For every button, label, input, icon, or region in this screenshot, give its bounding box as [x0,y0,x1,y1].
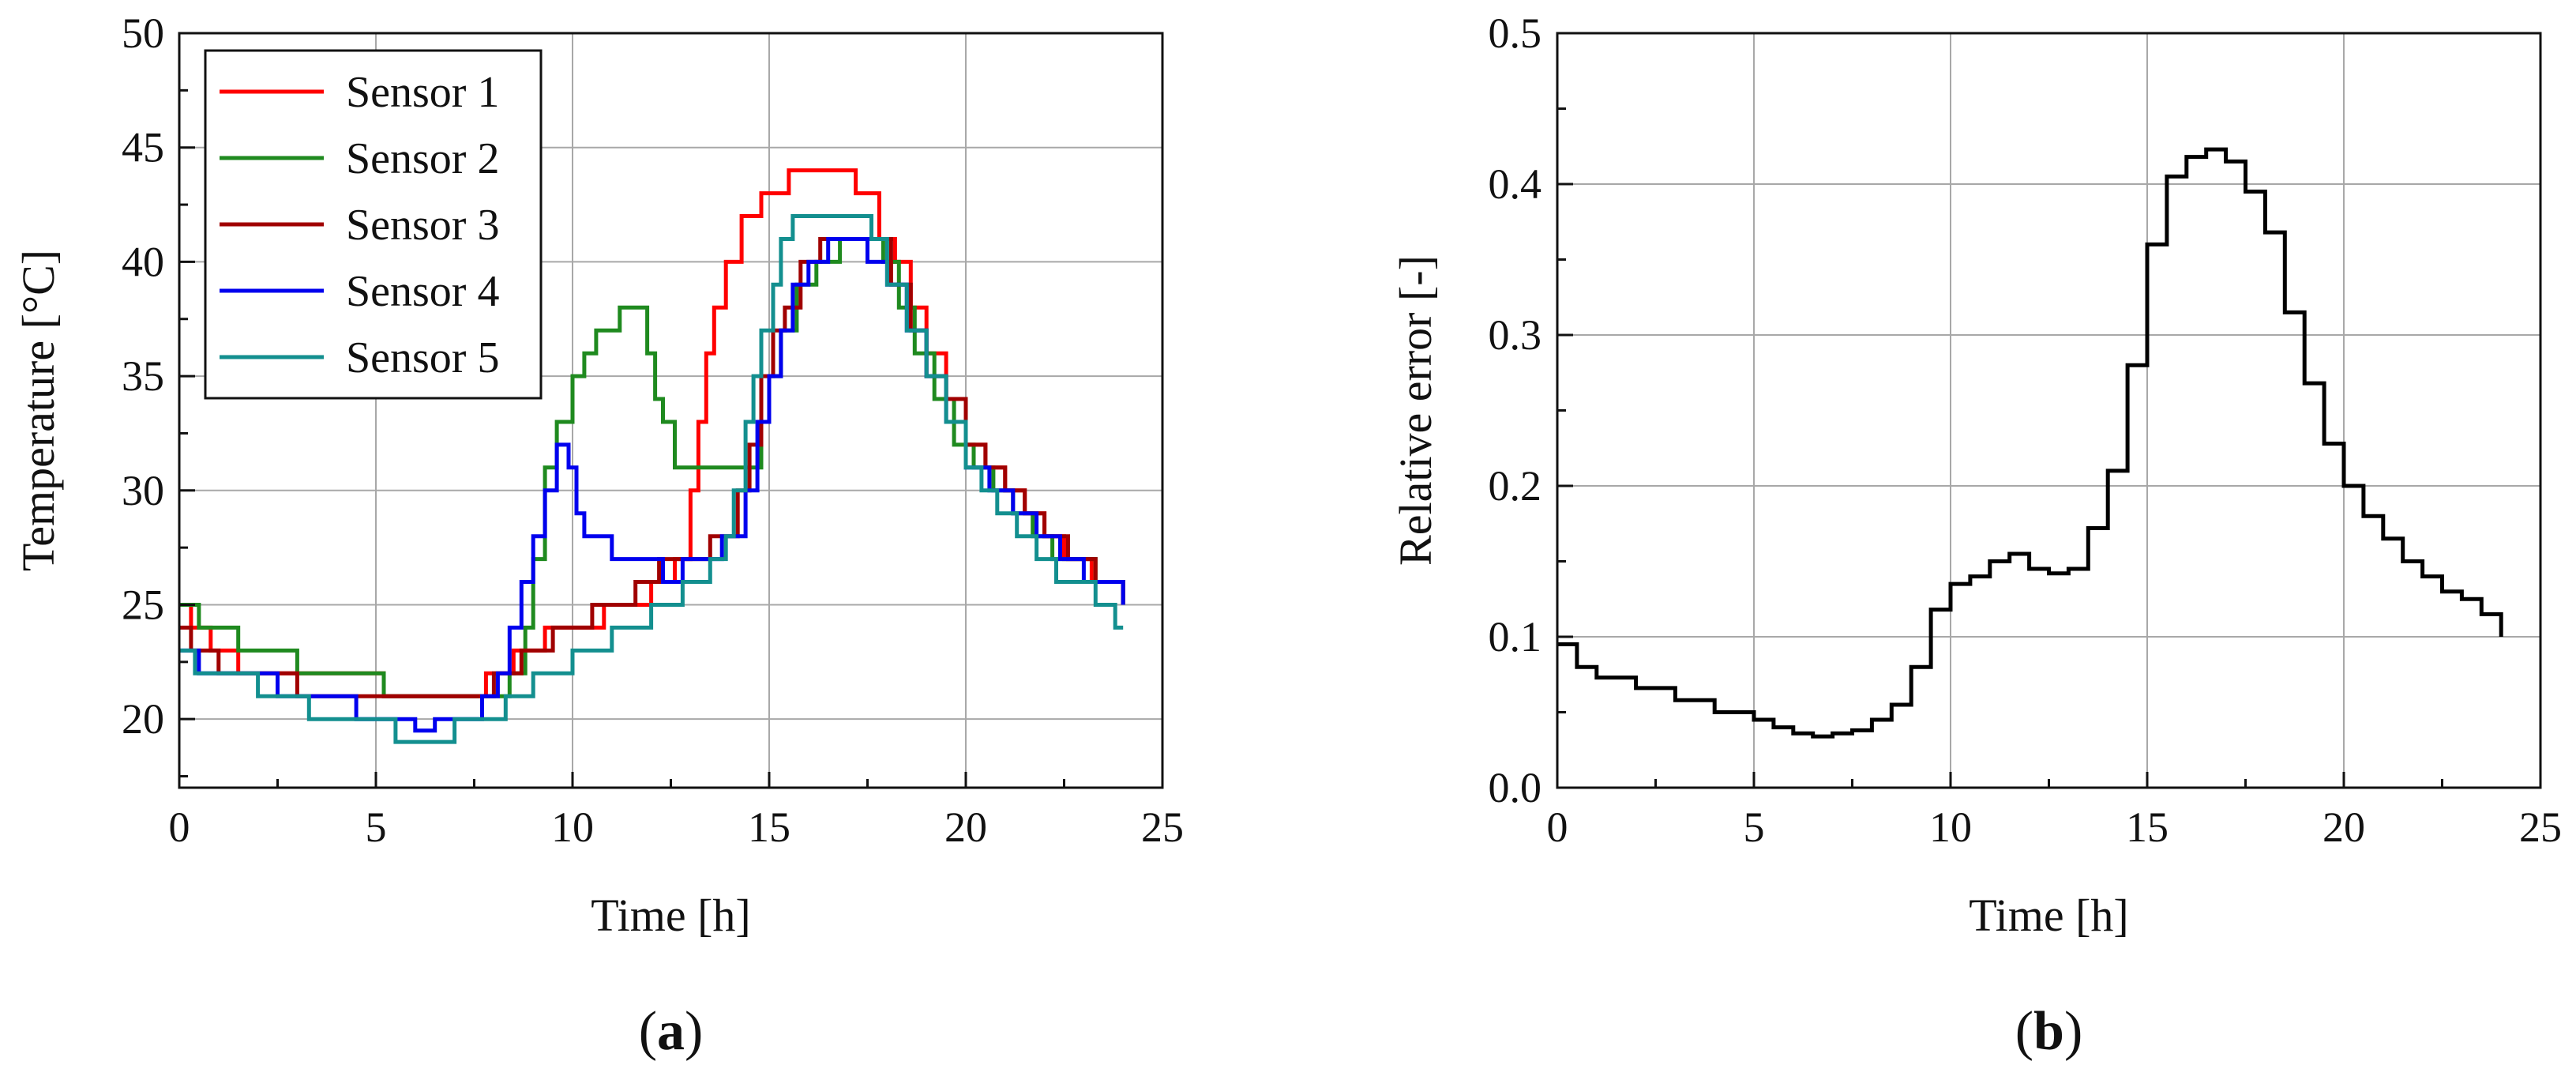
x-tick-label: 15 [2126,803,2169,851]
x-tick-label: 0 [169,803,190,851]
y-axis-title: Temperature [°C] [13,250,64,571]
x-tick-label: 15 [748,803,790,851]
legend-label: Sensor 2 [346,134,499,183]
x-axis-title: Time [h] [1969,890,2129,941]
y-tick-label: 50 [122,9,164,57]
y-tick-label: 0.5 [1489,9,1542,57]
series-line-sensor-5 [179,214,1124,744]
y-tick-label: 0.0 [1489,764,1542,811]
legend: Sensor 1 Sensor 2 Sensor 3 Sensor 4 Sensor 5 [204,49,543,400]
y-tick-label: 30 [122,467,164,514]
y-tick-label: 35 [122,352,164,400]
temperature-chart-panel: 0 5 10 15 20 25 20 25 30 35 40 45 50 Time [h] Temper… [13,9,1184,1062]
x-tick-label: 10 [551,803,594,851]
x-tick-label: 25 [1141,803,1184,851]
legend-label: Sensor 5 [346,333,499,382]
legend-label: Sensor 1 [346,68,499,117]
y-tick-label: 0.3 [1489,311,1542,359]
y-tick-label: 0.1 [1489,613,1542,660]
x-axis-title: Time [h] [591,890,751,941]
y-tick-label: 20 [122,695,164,743]
x-tick-label: 5 [366,803,387,851]
legend-label: Sensor 3 [346,201,499,250]
y-tick-label: 45 [122,124,164,171]
relative-error-chart-panel: 0 5 10 15 20 25 0.0 0.1 0.2 0.3 0.4 0.5 Time [h] Re… [1390,9,2562,1062]
panel-caption: (a) [639,1001,704,1062]
x-tick-label: 20 [944,803,987,851]
x-tick-label: 0 [1547,803,1568,851]
x-tick-label: 5 [1744,803,1765,851]
x-tick-label: 25 [2519,803,2562,851]
series-line-relative-error [1557,147,2503,739]
y-tick-label: 0.4 [1489,160,1542,208]
y-tick-label: 40 [122,238,164,285]
legend-label: Sensor 4 [346,267,499,316]
x-tick-label: 10 [1929,803,1972,851]
y-axis-title: Relative error [-] [1390,255,1441,566]
y-tick-label: 0.2 [1489,462,1542,510]
panel-caption: (b) [2015,1001,2083,1062]
x-tick-label: 20 [2323,803,2365,851]
y-tick-label: 25 [122,581,164,628]
